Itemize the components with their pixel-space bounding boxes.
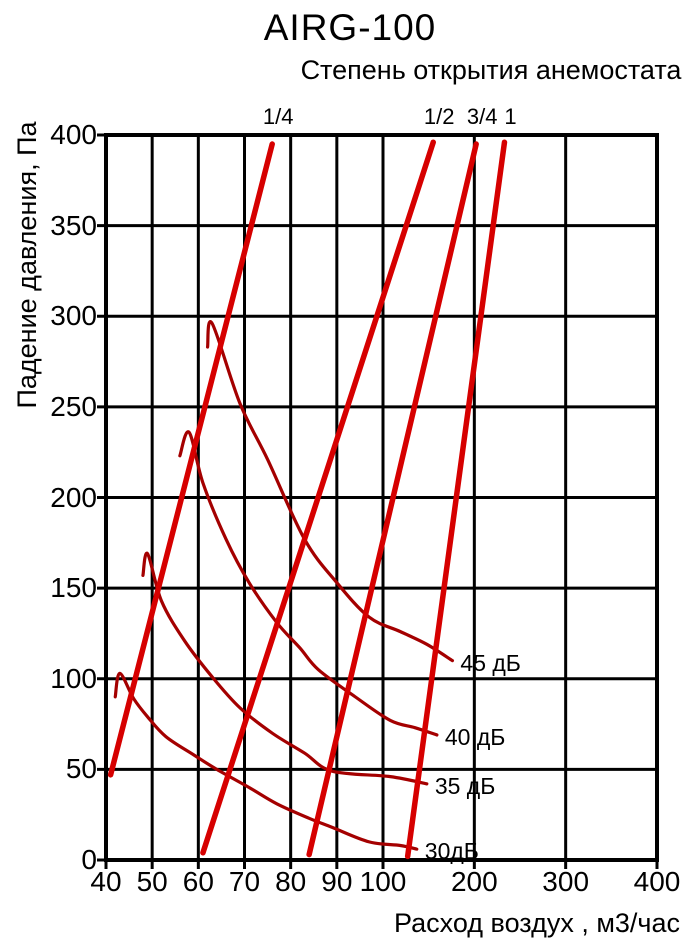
opening-line-3-4	[306, 141, 479, 858]
y-tick-label-0: 0	[81, 844, 97, 875]
opening-label-1-4: 1/4	[262, 104, 294, 129]
noise-label-35db: 35 дБ	[434, 772, 496, 799]
x-tick-label-100: 100	[359, 866, 407, 897]
noise-label-40db: 40 дБ	[444, 723, 506, 750]
opening-line-1-2	[200, 139, 436, 856]
noise-curve-30db	[113, 671, 419, 851]
noise-label-45db: 45 дБ	[460, 649, 521, 676]
x-tick-label-80: 80	[275, 866, 307, 897]
y-tick-label-200: 200	[50, 481, 97, 513]
page-title: AIRG-100	[263, 7, 437, 48]
opening-line-1	[404, 139, 508, 860]
y-tick-label-150: 150	[50, 572, 97, 604]
opening-label-1-2: 1/2	[423, 104, 455, 129]
x-tick-label-200: 200	[450, 866, 498, 897]
x-tick-label-70: 70	[228, 866, 261, 897]
x-tick-label-60: 60	[182, 866, 214, 897]
opening-label-3-4: 3/4	[466, 104, 498, 129]
chart-subtitle: Степень открытия анемостата	[300, 55, 682, 85]
plot-border	[104, 133, 659, 862]
y-axis-label: Падение давления, Па	[12, 121, 42, 409]
noise-curve-40db	[178, 430, 439, 737]
y-tick-label-50: 50	[65, 753, 97, 785]
opening-line-1-4	[107, 141, 275, 778]
y-tick-label-100: 100	[50, 662, 97, 694]
x-tick-label-50: 50	[136, 866, 168, 897]
x-tick-label-300: 300	[542, 866, 590, 897]
y-tick-label-250: 250	[50, 390, 97, 422]
x-tick-label-90: 90	[321, 866, 353, 897]
x-tick-label-40: 40	[90, 866, 122, 897]
noise-curve-45db	[205, 320, 455, 663]
y-tick-label-300: 300	[50, 300, 97, 332]
noise-label-30db: 30дБ	[424, 838, 479, 865]
x-tick-label-400: 400	[633, 866, 681, 897]
y-tick-label-350: 350	[50, 209, 97, 241]
x-axis-label: Расход воздух , м3/час	[394, 908, 680, 938]
y-tick-label-400: 400	[50, 119, 97, 150]
opening-label-1: 1	[504, 104, 517, 129]
